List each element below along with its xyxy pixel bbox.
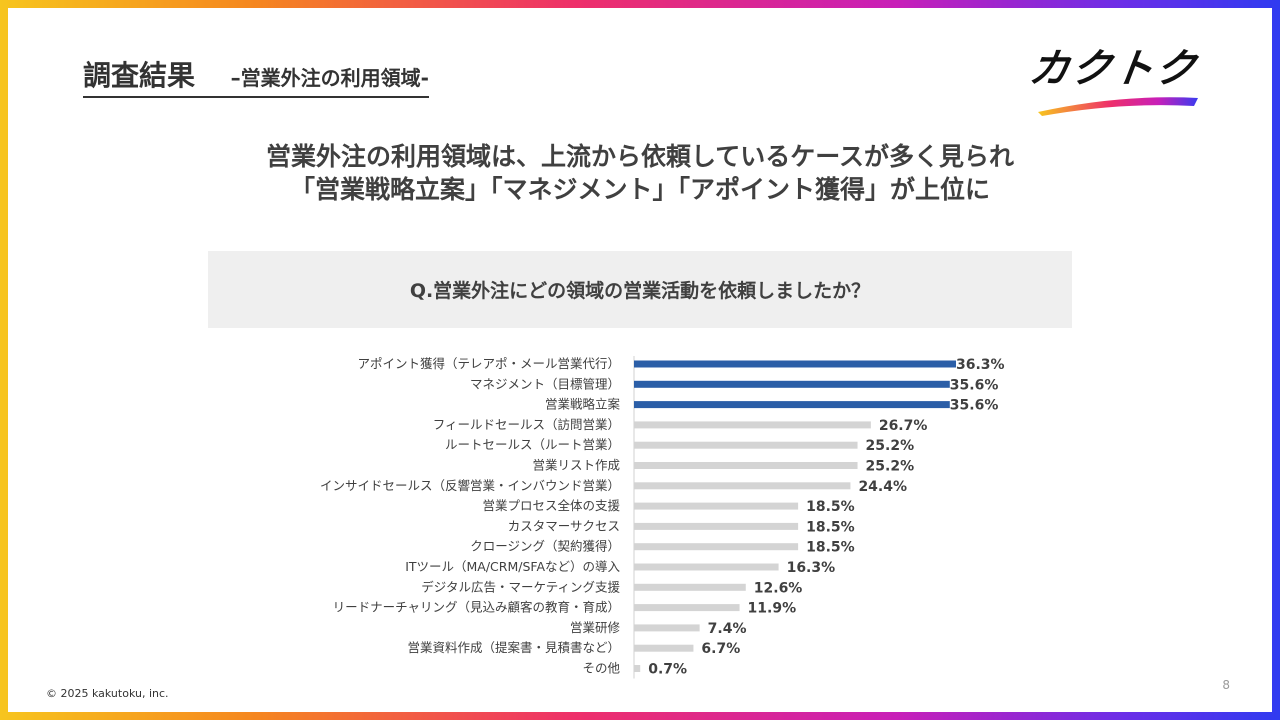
category-label: ITツール（MA/CRM/SFAなど）の導入 xyxy=(405,559,620,574)
value-label: 6.7% xyxy=(701,641,740,657)
bar xyxy=(634,563,779,571)
copyright: © 2025 kakutoku, inc. xyxy=(46,687,169,700)
headline-line-2: 「営業戦略立案」「マネジメント」「アポイント獲得」が上位に xyxy=(289,175,990,204)
value-label: 11.9% xyxy=(748,601,797,617)
value-label: 36.3% xyxy=(956,357,1005,373)
category-label: ルートセールス（ルート営業） xyxy=(445,437,620,452)
value-label: 26.7% xyxy=(879,418,928,434)
category-label: 営業リスト作成 xyxy=(532,458,620,473)
value-label: 18.5% xyxy=(806,519,855,535)
category-label: 営業プロセス全体の支援 xyxy=(482,498,620,513)
value-label: 25.2% xyxy=(866,438,915,454)
bar xyxy=(634,360,956,368)
bar xyxy=(634,462,858,469)
value-label: 25.2% xyxy=(866,459,915,475)
value-label: 16.3% xyxy=(787,560,836,576)
value-label: 24.4% xyxy=(858,479,907,495)
value-label: 0.7% xyxy=(648,662,687,678)
category-label: クロージング（契約獲得） xyxy=(470,539,620,554)
page-title: 調査結果 –営業外注の利用領域- xyxy=(83,54,429,98)
bar xyxy=(634,401,950,409)
title-subtitle: –営業外注の利用領域- xyxy=(230,66,429,90)
value-label: 35.6% xyxy=(950,377,999,393)
bar xyxy=(634,665,641,672)
headline: 営業外注の利用領域は、上流から依頼しているケースが多く見られ 「営業戦略立案」「… xyxy=(8,140,1272,206)
bar xyxy=(634,644,694,652)
question-box: Q.営業外注にどの領域の営業活動を依頼しましたか？ xyxy=(208,251,1072,328)
value-label: 12.6% xyxy=(754,580,803,596)
bar xyxy=(634,543,799,551)
category-label: インサイドセールス（反響営業・インバウンド営業） xyxy=(320,478,620,493)
category-label: マネジメント（目標管理） xyxy=(470,376,620,391)
category-label: 営業研修 xyxy=(570,620,621,635)
bar xyxy=(634,604,740,612)
category-label: 営業資料作成（提案書・見積書など） xyxy=(407,640,620,655)
question-text: Q.営業外注にどの領域の営業活動を依頼しましたか？ xyxy=(409,280,871,302)
value-label: 18.5% xyxy=(806,540,855,556)
bar xyxy=(634,522,799,530)
bar xyxy=(634,502,799,510)
category-label: デジタル広告・マーケティング支援 xyxy=(421,579,620,594)
category-label: リードナーチャリング（見込み顧客の教育・育成） xyxy=(333,600,620,615)
category-label: カスタマーサクセス xyxy=(508,518,620,533)
headline-line-1: 営業外注の利用領域は、上流から依頼しているケースが多く見られ xyxy=(265,142,1014,171)
logo-swoosh-icon xyxy=(1038,97,1198,116)
bar xyxy=(634,482,851,490)
bar xyxy=(634,421,871,429)
value-label: 18.5% xyxy=(806,499,855,515)
value-label: 35.6% xyxy=(950,398,999,414)
category-label: 営業戦略立案 xyxy=(545,397,621,412)
page-number: 8 xyxy=(1222,678,1230,692)
category-label: アポイント獲得（テレアポ・メール営業代行） xyxy=(357,356,620,371)
title-main: 調査結果 xyxy=(83,59,196,92)
bar xyxy=(634,380,950,388)
kakutoku-logo: カクトク xyxy=(1026,36,1220,116)
bar-chart: アポイント獲得（テレアポ・メール営業代行） 36.3% マネジメント（目標管理） 35… xyxy=(320,356,1005,679)
slide: 調査結果 –営業外注の利用領域- カクトク 営業外注の利用領域は、上流から依頼し… xyxy=(8,8,1272,712)
bar xyxy=(634,624,700,632)
category-label: フィールドセールス（訪問営業） xyxy=(433,417,620,432)
bar xyxy=(634,583,746,591)
category-label: その他 xyxy=(582,661,620,676)
value-label: 7.4% xyxy=(708,621,747,637)
bar xyxy=(634,441,858,449)
